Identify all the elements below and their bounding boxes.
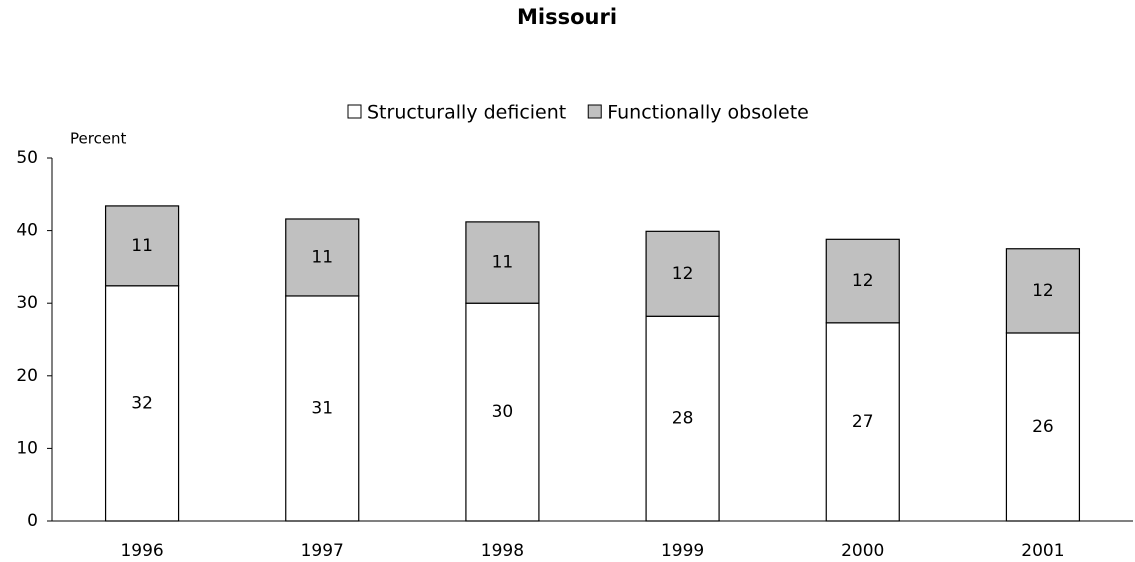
data-label: 28 <box>672 409 694 429</box>
data-label: 11 <box>492 253 514 273</box>
y-tick-label: 0 <box>27 511 38 531</box>
x-tick-label: 2001 <box>1021 541 1064 561</box>
bar-segment <box>285 218 360 297</box>
legend-label: Functionally obsolete <box>607 102 809 124</box>
data-label: 27 <box>852 412 874 432</box>
x-tick-label: 2000 <box>841 541 884 561</box>
legend-swatch <box>587 104 602 119</box>
data-label: 26 <box>1032 417 1054 437</box>
data-label: 30 <box>492 402 514 422</box>
x-tick-label: 1998 <box>481 541 524 561</box>
y-tick-label: 20 <box>16 366 38 386</box>
x-tick-label: 1997 <box>301 541 344 561</box>
data-label: 11 <box>131 236 153 256</box>
legend-label: Structurally deficient <box>367 102 566 124</box>
bar-segment <box>1005 332 1081 522</box>
y-tick-label: 40 <box>16 221 38 241</box>
bar-segment <box>465 221 540 304</box>
bar-segment <box>465 302 540 522</box>
y-tick-label: 30 <box>16 293 38 313</box>
x-tick-label: 1996 <box>120 541 163 561</box>
bar-segment <box>825 238 900 324</box>
data-label: 12 <box>1032 281 1054 301</box>
data-label: 12 <box>852 271 874 291</box>
bar-segment <box>104 205 180 287</box>
x-tick-label: 1999 <box>661 541 704 561</box>
bar-segment <box>1005 248 1081 334</box>
data-label: 11 <box>311 247 333 267</box>
bar-segment <box>645 230 720 317</box>
y-axis-label: Percent <box>70 130 127 148</box>
data-label: 12 <box>672 264 694 284</box>
y-tick-label: 50 <box>16 148 38 168</box>
y-tick-label: 10 <box>16 438 38 458</box>
data-label: 31 <box>311 398 333 418</box>
bar-segment <box>104 285 180 522</box>
data-label: 32 <box>131 393 153 413</box>
chart-title: Missouri <box>517 5 617 29</box>
bar-segment <box>825 322 900 522</box>
bar-segment <box>285 295 360 522</box>
legend-swatch <box>347 104 362 119</box>
